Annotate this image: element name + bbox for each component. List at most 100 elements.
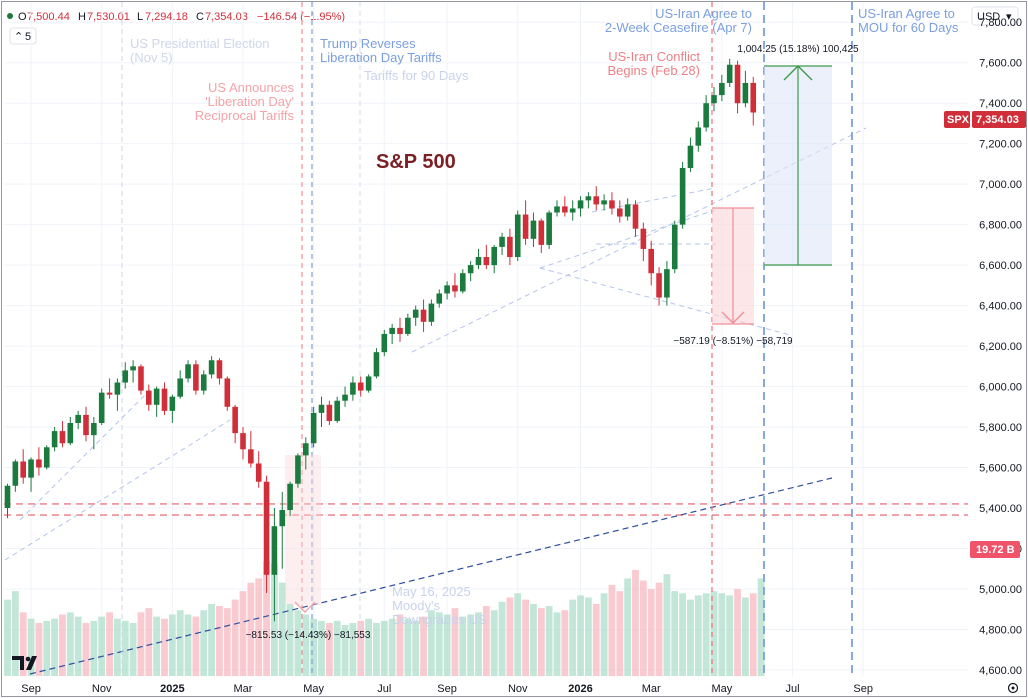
volume-bar <box>11 591 19 676</box>
indicator-toggle-button[interactable]: ⌃ 5 <box>9 27 37 45</box>
candle-body <box>28 459 34 478</box>
volume-bar <box>702 593 710 676</box>
volume-bar <box>153 616 161 676</box>
arrow-down-icon <box>294 601 316 613</box>
candle-body <box>295 455 301 484</box>
volume-bar <box>208 603 215 676</box>
volume-badge: 19.72 B <box>970 541 1020 558</box>
y-tick-label: 6,200.00 <box>979 341 1022 353</box>
volume-bar <box>718 593 726 676</box>
x-tick-label: 2026 <box>568 683 592 695</box>
y-tick-label: 5,800.00 <box>979 422 1022 434</box>
chevron-down-icon: ▾ <box>1006 11 1012 23</box>
event-label-line: US Announces <box>208 80 295 95</box>
volume-bar <box>239 591 247 676</box>
volume-bar <box>514 593 522 676</box>
volume-bar <box>679 593 686 676</box>
candle-body <box>185 364 191 379</box>
volume-bar <box>482 606 490 676</box>
volume-bar <box>506 597 514 676</box>
volume-bar <box>475 612 482 676</box>
candle-body <box>43 447 50 468</box>
candle-body <box>216 360 223 379</box>
event-label: Trump Reverses Liberation Day Tariffs <box>320 36 442 65</box>
candle-body <box>334 400 340 421</box>
volume-bar <box>428 610 435 676</box>
candle-body <box>36 459 42 468</box>
chevron-up-icon: ⌃ <box>14 31 23 43</box>
volume-bar <box>4 599 11 676</box>
volume-bar <box>592 603 600 676</box>
candle-body <box>405 317 411 334</box>
event-label-line: MOU for 60 Days <box>858 20 959 35</box>
candle-body <box>719 82 725 96</box>
trend-channel-line <box>539 267 791 336</box>
candle-body <box>585 196 592 201</box>
volume-bar <box>325 622 333 676</box>
candle-body <box>114 382 121 395</box>
y-axis[interactable]: 7,800.00 7,600.00 7,400.00 7,200.00 7,000.00… <box>979 17 1022 677</box>
volume-bar <box>380 620 388 676</box>
candle-body <box>640 228 647 249</box>
long-trendline <box>29 477 833 675</box>
candle-body <box>467 265 474 274</box>
volume-bar <box>734 589 741 676</box>
event-label-line: (Nov 5) <box>130 50 173 65</box>
volume-bar <box>742 597 749 676</box>
ohlc-c: 7,354.03 <box>205 11 248 23</box>
volume-bar <box>632 569 639 676</box>
volume-bar <box>98 616 106 676</box>
volume-bar <box>200 610 208 676</box>
event-label-line: US-Iran Agree to <box>858 6 955 21</box>
candle-body <box>711 95 717 104</box>
volume-bar <box>365 618 372 676</box>
event-label: US-Iran Conflict Begins (Feb 28) <box>608 49 701 78</box>
candle-body <box>577 200 584 209</box>
volume-bar <box>357 620 365 676</box>
currency-selector[interactable]: USD ▾ <box>971 6 1019 26</box>
candle-body <box>350 382 356 395</box>
candle-body <box>303 443 309 456</box>
ohlc-o: 7,500.44 <box>27 11 70 23</box>
settings-gear-icon[interactable] <box>1007 682 1019 694</box>
volume-bar <box>749 593 757 676</box>
volume-bar <box>616 591 624 676</box>
volume-bar <box>51 618 58 676</box>
y-tick-label: 6,400.00 <box>979 301 1022 313</box>
candle-body <box>67 422 74 444</box>
volume-bar <box>247 582 255 676</box>
candle-body <box>373 352 380 377</box>
volume-bar <box>561 610 569 676</box>
candle-body <box>624 204 631 217</box>
x-tick-label: Jul <box>377 683 391 695</box>
candle-body <box>271 526 278 575</box>
candle-body <box>444 285 450 294</box>
y-tick-label: 4,600.00 <box>979 665 1022 677</box>
volume-bar <box>577 595 584 676</box>
ohlc-l-label: L <box>137 11 143 23</box>
candle-body <box>593 196 600 205</box>
candle-body <box>420 309 427 322</box>
candle-body <box>193 364 199 391</box>
volume-bar <box>302 614 310 676</box>
volume-bar <box>168 614 176 676</box>
volume-bar <box>278 582 286 676</box>
event-label: May 16, 2025 Moody's Downgrades US <box>392 584 487 627</box>
event-label-line: May 16, 2025 <box>392 584 471 599</box>
volume-bar <box>639 580 647 676</box>
candle-body <box>232 406 238 434</box>
candle-body <box>51 431 58 448</box>
volume-bar <box>129 622 137 676</box>
candle-body <box>554 206 560 213</box>
candle-body <box>248 449 254 464</box>
volume-bar <box>43 620 51 676</box>
candle-body <box>617 208 623 217</box>
candle-body <box>483 257 490 266</box>
candlesticks <box>4 58 757 622</box>
tradingview-logo-icon <box>12 656 37 670</box>
x-axis[interactable]: Sep Nov 2025 Mar May Jul Sep Nov 2026 Mar May Jul Se… <box>21 683 873 695</box>
volume-bar <box>694 595 702 676</box>
candle-body <box>562 206 568 213</box>
